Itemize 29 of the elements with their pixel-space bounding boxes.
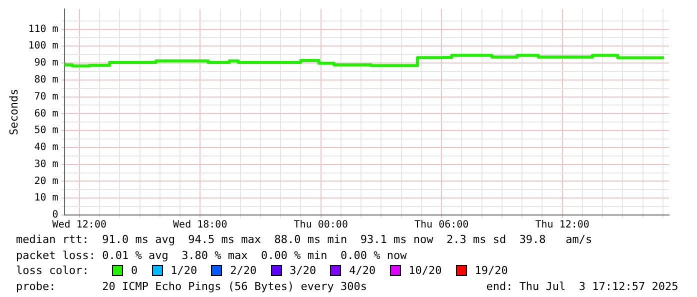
y-tick-label: 90 m — [34, 58, 58, 69]
y-tick-label: 0 — [52, 210, 58, 221]
legend-label: 0 — [131, 263, 138, 278]
y-tick-label: 10 m — [34, 192, 58, 204]
y-tick-label: 30 m — [34, 158, 58, 170]
y-tick-label: 60 m — [34, 108, 58, 120]
legend-label: 10/20 — [408, 263, 442, 278]
legend-label: 4/20 — [349, 263, 376, 278]
y-tick-label: 40 m — [34, 142, 58, 154]
y-tick-label: 50 m — [34, 125, 58, 136]
y-tick-label: 100 m — [28, 40, 58, 52]
text: probe: 20 ICMP Echo Pings (56 Bytes) every 300s end: Thu Jul 3 17:12:57 2025 — [16, 278, 680, 294]
y-axis-title: Seconds — [7, 88, 20, 136]
y-tick-label: 80 m — [34, 74, 58, 86]
text: packet loss: 0.01 % avg 3.80 % max 0.00 % min 0.00 % now — [16, 248, 408, 263]
legend-label: 1/20 — [170, 263, 198, 278]
x-tick-label: Wed 12:00 — [52, 220, 106, 231]
x-tick-label: Thu 06:00 — [414, 220, 469, 231]
y-tick-label: 110 m — [28, 24, 58, 35]
legend-title: loss color: — [16, 263, 90, 278]
legend-label: 19/20 — [474, 263, 508, 278]
y-tick-label: 20 m — [34, 176, 58, 187]
x-tick-label: Thu 00:00 — [294, 220, 348, 231]
legend-label: 3/20 — [290, 263, 316, 278]
x-tick-label: Thu 12:00 — [535, 220, 590, 231]
text: median rtt: 91.0 ms avg 94.5 ms max 88.0 ms min 93.1 ms now 2.3 ms sd 39.8 am/s — [16, 232, 594, 248]
legend-label: 2/20 — [230, 263, 257, 278]
x-tick-label: Wed 18:00 — [173, 220, 228, 231]
y-tick-label: 70 m — [34, 91, 58, 102]
